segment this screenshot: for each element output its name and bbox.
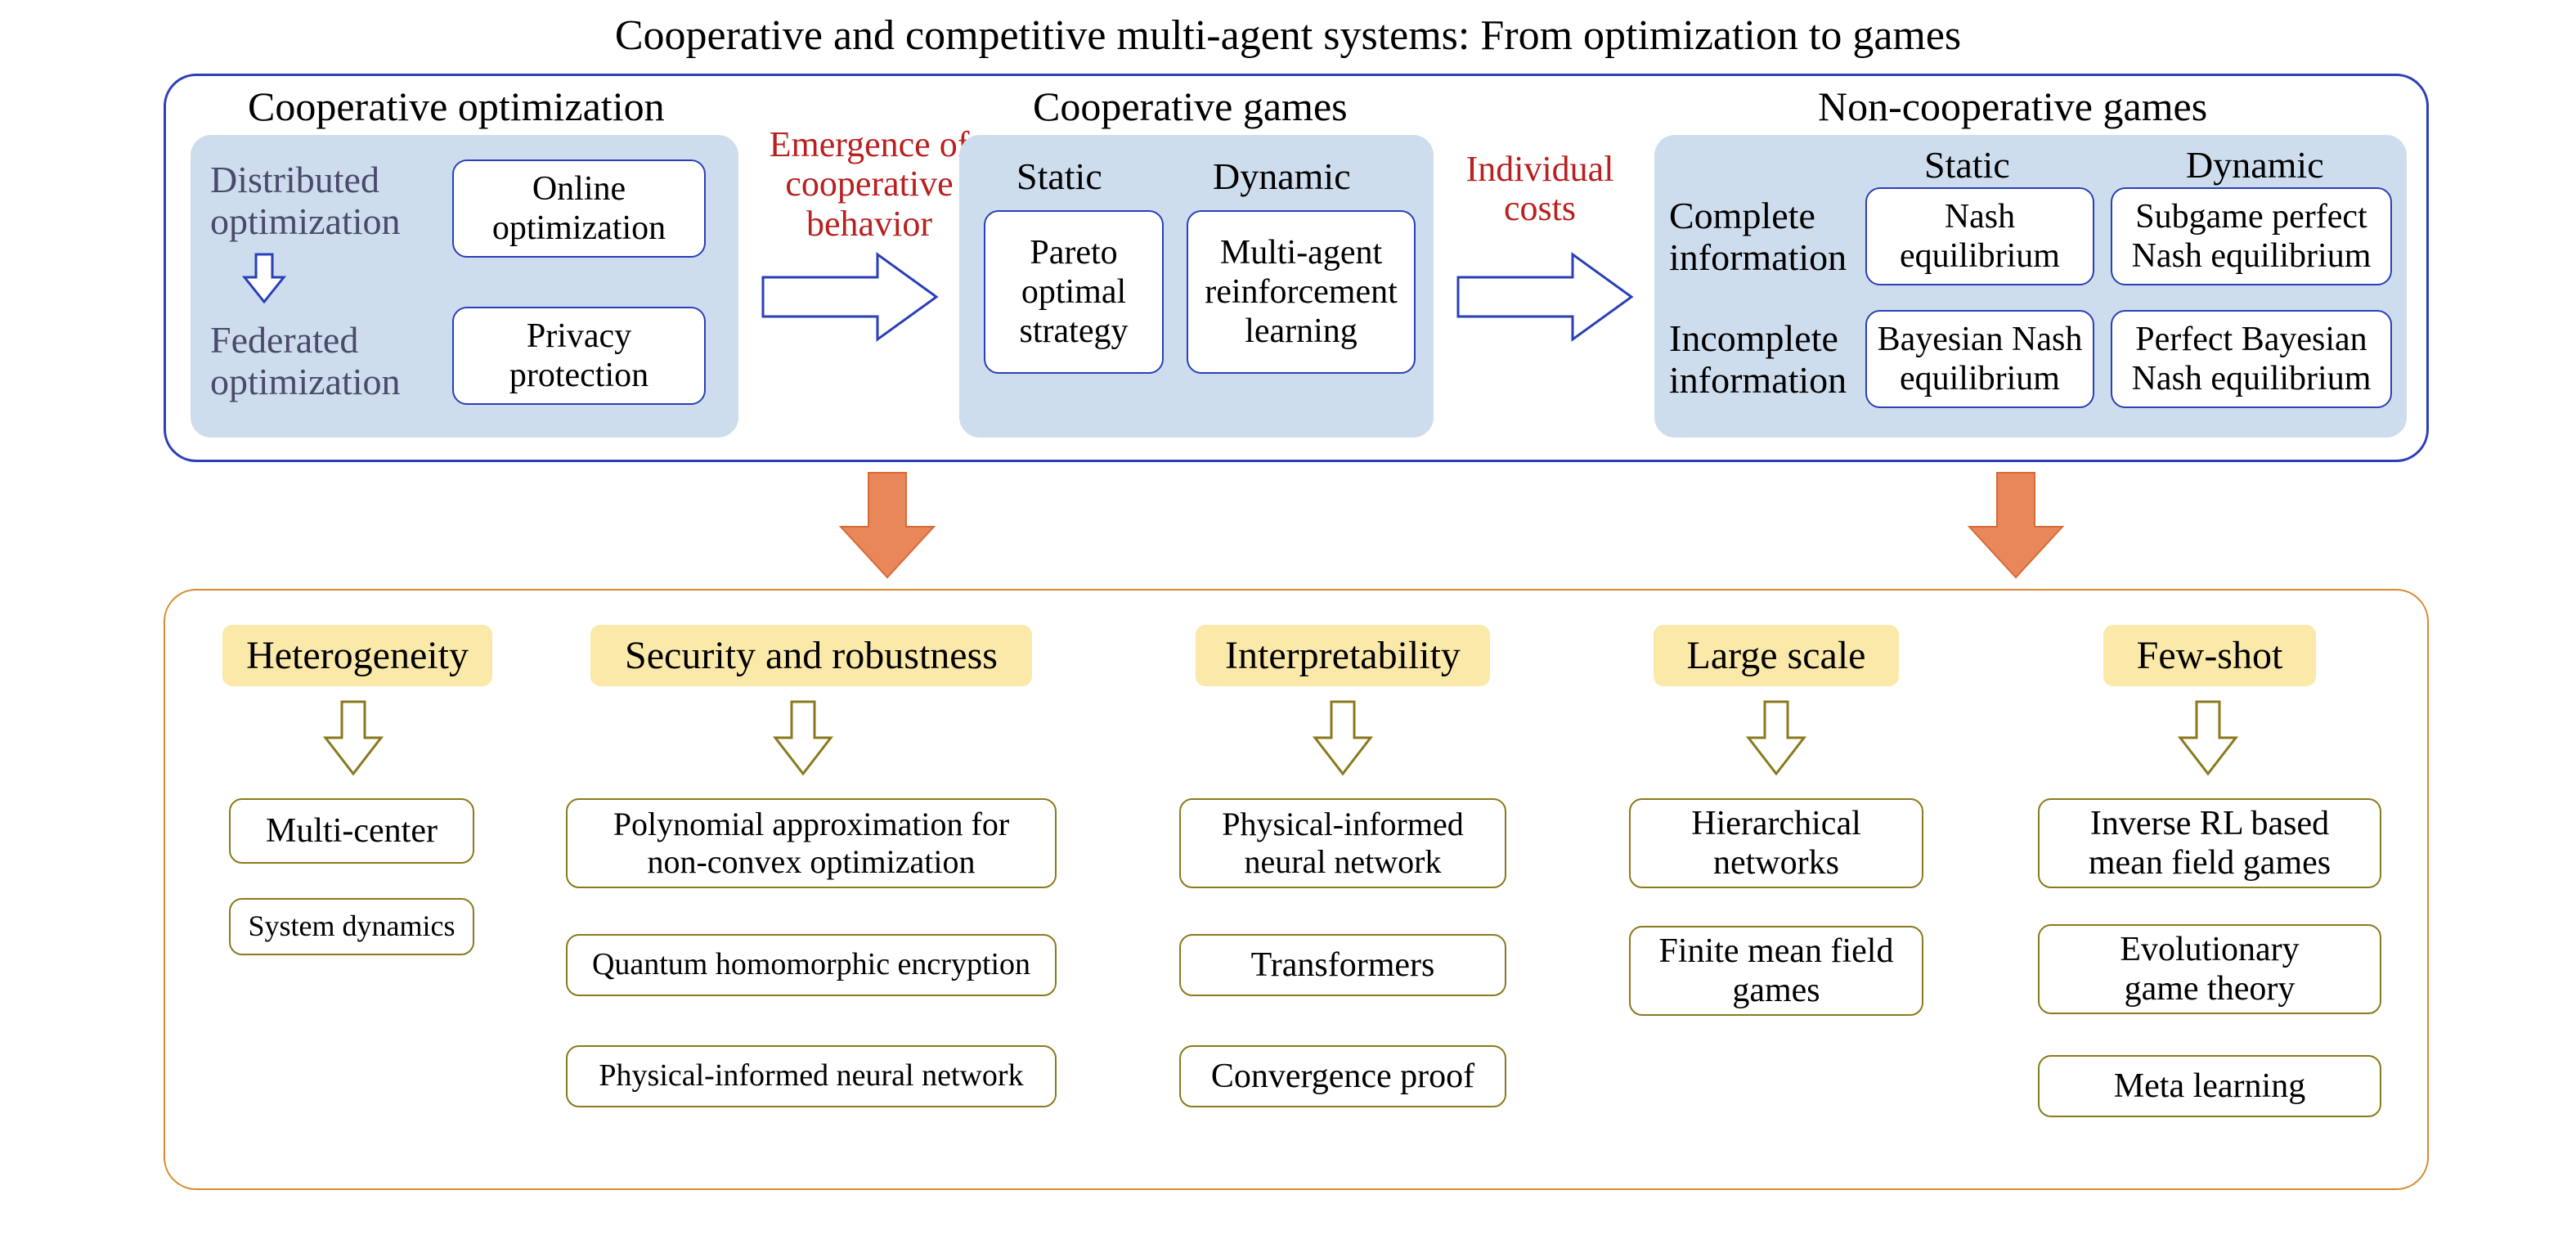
arrow-right-icon — [1450, 248, 1638, 346]
chip-heterogeneity: Heterogeneity — [222, 625, 492, 686]
arrow-down-icon — [321, 697, 386, 779]
arrow-right-icon — [755, 248, 943, 346]
box-multi-center: Multi-center — [229, 798, 474, 864]
annot-emergence: Emergence of cooperative behavior — [755, 125, 984, 244]
nash-box: Nash equilibrium — [1865, 187, 2094, 285]
chip-security: Security and robustness — [590, 625, 1032, 686]
coop-games-title: Cooperative games — [1033, 83, 1348, 130]
privacy-box: Privacy protection — [452, 307, 706, 405]
arrow-down-icon — [770, 697, 836, 779]
complete-info-label: Complete information — [1669, 195, 1847, 278]
box-transformers: Transformers — [1179, 934, 1506, 996]
box-system-dynamics: System dynamics — [229, 898, 474, 955]
perfbayes-box: Perfect Bayesian Nash equilibrium — [2111, 310, 2392, 408]
subgame-box: Subgame perfect Nash equilibrium — [2111, 187, 2392, 285]
arrow-down-icon — [2175, 697, 2241, 779]
box-finite-mfg: Finite mean field games — [1629, 926, 1923, 1016]
box-pinn-2: Physical-informed neural network — [1179, 798, 1506, 888]
noncoop-panel: Static Dynamic Complete information Inco… — [1654, 135, 2407, 438]
pareto-box: Pareto optimal strategy — [984, 210, 1164, 374]
bayesnash-box: Bayesian Nash equilibrium — [1865, 310, 2094, 408]
noncoop-dynamic-label: Dynamic — [2186, 143, 2324, 186]
chip-interp: Interpretability — [1196, 625, 1490, 686]
main-title: Cooperative and competitive multi-agent … — [0, 11, 2576, 60]
box-quantum-enc: Quantum homomorphic encryption — [566, 934, 1057, 996]
static-label: Static — [1016, 155, 1102, 198]
arrow-down-icon — [1744, 697, 1809, 779]
online-opt-box: Online optimization — [452, 159, 706, 258]
top-container: Cooperative optimization Distributed opt… — [164, 74, 2429, 462]
annot-individual-costs: Individual costs — [1450, 150, 1630, 229]
arrow-down-icon — [1310, 697, 1376, 779]
box-inverse-rl: Inverse RL based mean field games — [2038, 798, 2381, 888]
dynamic-label: Dynamic — [1213, 155, 1351, 198]
box-evo-game: Evolutionary game theory — [2038, 924, 2381, 1014]
noncoop-title: Non-cooperative games — [1818, 83, 2207, 130]
box-convergence: Convergence proof — [1179, 1045, 1506, 1107]
noncoop-static-label: Static — [1924, 143, 2010, 186]
coop-opt-panel: Distributed optimization Federated optim… — [191, 135, 738, 438]
box-meta-learning: Meta learning — [2038, 1055, 2381, 1117]
bottom-container: Heterogeneity Multi-center System dynami… — [164, 589, 2429, 1190]
distributed-opt-label: Distributed optimization — [210, 159, 401, 242]
arrow-down-icon — [240, 249, 289, 307]
box-pinn-1: Physical-informed neural network — [566, 1045, 1057, 1107]
incomplete-info-label: Incomplete information — [1669, 318, 1847, 401]
coop-opt-title: Cooperative optimization — [248, 83, 665, 130]
arrow-down-orange-icon — [834, 468, 940, 582]
arrow-down-orange-icon — [1963, 468, 2069, 582]
chip-largescale: Large scale — [1654, 625, 1899, 686]
marl-box: Multi-agent reinforcement learning — [1187, 210, 1416, 374]
box-hierarchical: Hierarchical networks — [1629, 798, 1923, 888]
coop-games-panel: Static Dynamic Pareto optimal strategy M… — [959, 135, 1434, 438]
federated-opt-label: Federated optimization — [210, 320, 401, 402]
chip-fewshot: Few-shot — [2103, 625, 2316, 686]
box-poly-approx: Polynomial approximation for non-convex … — [566, 798, 1057, 888]
